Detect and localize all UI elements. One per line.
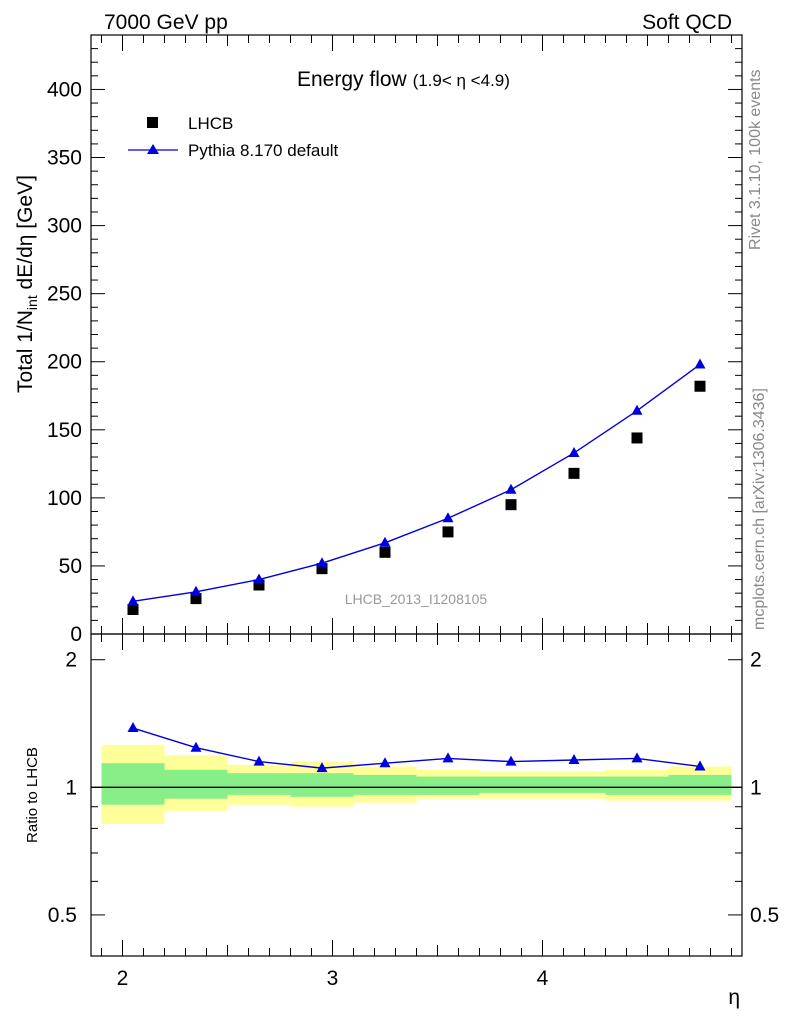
band-green — [101, 763, 165, 805]
mcplots-label: mcplots.cern.ch [arXiv:1306.3436] — [751, 388, 768, 630]
rivet-label: Rivet 3.1.10, 100k events — [747, 69, 764, 250]
ratio-y-tick-label: 1 — [65, 776, 77, 799]
ratio-point-pythia — [631, 752, 643, 763]
main-title: Energy flow (1.9< η <4.9) — [297, 68, 510, 91]
legend-label-lhcb: LHCB — [188, 114, 233, 133]
legend-label-pythia: Pythia 8.170 default — [188, 141, 339, 160]
main-y-label-b: dE/dη [GeV] — [14, 175, 37, 295]
data-point-pythia — [505, 483, 517, 494]
ratio-point-pythia — [316, 762, 328, 773]
ratio-point-pythia — [505, 755, 517, 766]
data-point-lhcb — [379, 546, 391, 558]
data-point-lhcb — [505, 499, 517, 511]
data-point-lhcb — [568, 467, 580, 479]
header-right: Soft QCD — [642, 11, 732, 34]
ratio-y-tick-label: 2 — [65, 649, 77, 672]
band-green — [605, 776, 669, 795]
ratio-panel: 2 3 4 0.5 0.5 1 1 2 2 Ratio to LHCB η — [24, 633, 779, 1009]
ratio-point-pythia — [379, 757, 391, 768]
ratio-point-pythia — [190, 741, 202, 752]
main-y-label-a: Total 1/N — [14, 310, 37, 393]
main-y-tick-label: 150 — [47, 419, 82, 442]
band-green — [164, 769, 228, 799]
data-point-pythia — [442, 512, 454, 523]
ratio-y-axis-label: Ratio to LHCB — [24, 747, 41, 843]
ratio-point-pythia — [253, 755, 265, 766]
data-point-pythia — [631, 404, 643, 415]
ratio-frame — [90, 633, 743, 957]
band-green — [479, 776, 543, 793]
data-point-lhcb — [316, 563, 328, 575]
data-point-lhcb — [694, 380, 706, 392]
x-tick-label: 3 — [327, 967, 339, 990]
ratio-y-tick-label: 0.5 — [48, 904, 77, 927]
main-y-tick-label: 200 — [47, 351, 82, 374]
ratio-y-tick-label-right: 0.5 — [750, 904, 779, 927]
x-tick-label: 2 — [117, 967, 129, 990]
data-point-pythia — [379, 536, 391, 547]
band-green — [290, 773, 354, 797]
main-title-main: Energy flow — [297, 68, 408, 91]
ratio-point-pythia — [694, 760, 706, 771]
ratio-line-pythia — [132, 727, 701, 769]
main-y-tick-label: 0 — [70, 623, 82, 646]
x-tick-label: 4 — [537, 967, 549, 990]
main-title-sub: (1.9< η <4.9) — [413, 71, 510, 90]
data-point-lhcb — [190, 593, 202, 605]
data-point-pythia — [190, 585, 202, 596]
band-green — [227, 773, 291, 795]
data-point-pythia — [316, 557, 328, 568]
data-point-pythia — [127, 595, 139, 606]
header-left: 7000 GeV pp — [104, 11, 228, 34]
ratio-point-pythia — [127, 722, 139, 733]
series-line-pythia — [132, 363, 701, 603]
legend-marker-lhcb — [147, 117, 158, 128]
main-y-tick-label: 50 — [59, 555, 82, 578]
data-point-lhcb — [442, 526, 454, 538]
data-point-lhcb — [253, 579, 265, 591]
band-green — [542, 776, 606, 793]
data-point-pythia — [694, 358, 706, 369]
x-axis-label: η — [728, 986, 740, 1009]
main-y-label-sub: int — [24, 295, 40, 310]
data-point-lhcb — [631, 432, 643, 444]
main-y-tick-label: 400 — [47, 78, 82, 101]
band-green — [353, 774, 417, 795]
data-point-pythia — [568, 446, 580, 457]
data-point-lhcb — [127, 603, 139, 615]
analysis-label: LHCB_2013_I1208105 — [345, 591, 488, 607]
legend: LHCB Pythia 8.170 default — [128, 114, 339, 160]
ratio-point-pythia — [442, 752, 454, 763]
main-y-tick-label: 350 — [47, 147, 82, 170]
band-green — [416, 776, 480, 795]
band-green — [668, 774, 732, 795]
main-y-tick-label: 250 — [47, 283, 82, 306]
legend-marker-pythia — [147, 144, 159, 154]
ratio-point-pythia — [568, 754, 580, 765]
main-y-tick-label: 100 — [47, 487, 82, 510]
ratio-y-tick-label-right: 2 — [750, 649, 762, 672]
main-y-axis-label: Total 1/Nint dE/dη [GeV] — [14, 175, 40, 393]
main-y-tick-label: 300 — [47, 215, 82, 238]
main-panel: 0 50 100 150 200 250 300 350 400 Energy flow (1.… — [14, 34, 743, 646]
data-point-pythia — [253, 573, 265, 584]
ratio-y-tick-label-right: 1 — [750, 776, 762, 799]
